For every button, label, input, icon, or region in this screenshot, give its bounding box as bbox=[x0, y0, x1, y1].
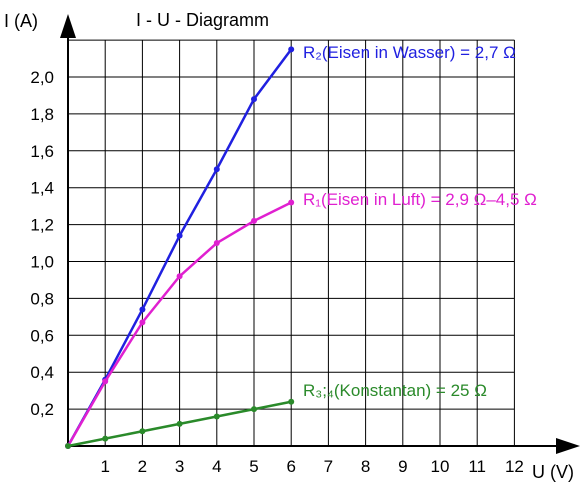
data-point bbox=[288, 398, 295, 405]
x-tick-label: 12 bbox=[505, 457, 524, 476]
x-tick-label: 3 bbox=[175, 457, 184, 476]
x-tick-label: 8 bbox=[361, 457, 370, 476]
series-label-2: R₁(Eisen in Luft) = 2,9 Ω–4,5 Ω bbox=[303, 190, 537, 209]
x-tick-labels: 1 2 3 4 5 6 7 8 9 10 11 12 bbox=[100, 457, 523, 476]
x-tick-label: 10 bbox=[431, 457, 450, 476]
y-tick-label: 1,2 bbox=[30, 216, 54, 235]
data-point bbox=[102, 435, 109, 442]
y-tick-label: 0,8 bbox=[30, 289, 54, 308]
x-tick-label: 6 bbox=[286, 457, 295, 476]
series-group bbox=[65, 46, 295, 449]
y-tick-label: 2,0 bbox=[30, 68, 54, 87]
data-point bbox=[251, 217, 257, 224]
data-point bbox=[288, 199, 295, 206]
x-tick-label: 1 bbox=[100, 457, 109, 476]
x-tick-label: 5 bbox=[249, 457, 258, 476]
y-tick-label: 1,0 bbox=[30, 253, 54, 272]
y-axis-label: I (A) bbox=[4, 11, 38, 31]
grid bbox=[68, 39, 515, 446]
chart-title: I - U - Diagramm bbox=[136, 10, 269, 30]
data-point bbox=[102, 378, 109, 385]
data-point bbox=[139, 428, 146, 435]
series-label-3: R₃;₄(Konstantan) = 25 Ω bbox=[303, 381, 487, 400]
y-axis-arrow bbox=[60, 14, 76, 38]
x-tick-label: 2 bbox=[138, 457, 147, 476]
x-tick-label: 7 bbox=[324, 457, 333, 476]
series-label-1: R₂(Eisen in Wasser) = 2,7 Ω bbox=[303, 43, 516, 62]
data-point bbox=[251, 406, 257, 413]
x-tick-label: 9 bbox=[398, 457, 407, 476]
data-point bbox=[213, 413, 220, 420]
y-tick-label: 0,2 bbox=[30, 400, 54, 419]
data-point bbox=[176, 420, 183, 427]
data-point bbox=[288, 46, 295, 53]
y-tick-labels: 0,2 0,4 0,6 0,8 1,0 1,2 1,4 1,6 1,8 2,0 bbox=[30, 68, 54, 419]
series-3 bbox=[65, 398, 295, 449]
data-point bbox=[251, 96, 257, 103]
x-axis-arrow bbox=[556, 438, 580, 454]
x-tick-label: 11 bbox=[468, 457, 486, 476]
data-point bbox=[139, 319, 146, 326]
x-tick-label: 4 bbox=[212, 457, 221, 476]
y-tick-label: 0,4 bbox=[30, 363, 54, 382]
x-axis-label: U (V) bbox=[532, 462, 574, 482]
data-point bbox=[213, 240, 220, 247]
data-point bbox=[176, 232, 183, 239]
y-tick-label: 1,4 bbox=[30, 179, 54, 198]
y-tick-label: 1,8 bbox=[30, 105, 54, 124]
series-labels: R₂(Eisen in Wasser) = 2,7 Ω R₁(Eisen in L… bbox=[303, 43, 537, 400]
y-tick-label: 1,6 bbox=[30, 142, 54, 161]
data-point bbox=[213, 166, 220, 173]
y-tick-label: 0,6 bbox=[30, 326, 54, 345]
data-point bbox=[176, 273, 183, 280]
data-point bbox=[139, 306, 146, 313]
axes bbox=[60, 14, 580, 454]
data-point bbox=[65, 443, 71, 449]
